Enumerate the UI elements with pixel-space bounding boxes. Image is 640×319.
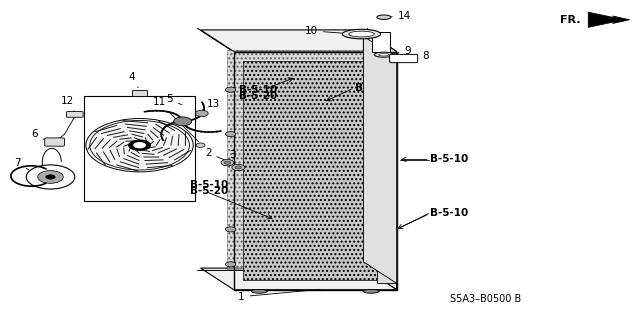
Circle shape — [224, 161, 230, 164]
FancyBboxPatch shape — [67, 112, 83, 117]
Circle shape — [173, 117, 191, 126]
Text: 3: 3 — [229, 150, 238, 167]
Circle shape — [235, 166, 241, 169]
Text: B-5-10: B-5-10 — [430, 209, 468, 219]
Circle shape — [225, 87, 236, 92]
Text: 4: 4 — [128, 72, 138, 88]
Ellipse shape — [349, 31, 374, 37]
Polygon shape — [364, 36, 397, 283]
Text: 1: 1 — [238, 289, 321, 302]
Text: 13: 13 — [202, 99, 220, 110]
FancyBboxPatch shape — [390, 54, 418, 63]
FancyBboxPatch shape — [45, 138, 65, 146]
Text: B-5-20: B-5-20 — [189, 186, 228, 196]
Text: B-5-20: B-5-20 — [239, 91, 277, 101]
Ellipse shape — [374, 52, 394, 57]
Text: B-5-10: B-5-10 — [430, 154, 468, 165]
Text: 14: 14 — [388, 11, 411, 21]
Text: 6: 6 — [31, 129, 44, 140]
Text: 9: 9 — [392, 46, 411, 56]
Ellipse shape — [377, 15, 391, 19]
Polygon shape — [243, 61, 387, 280]
Polygon shape — [372, 33, 390, 51]
Ellipse shape — [379, 53, 389, 56]
Text: B-5-10: B-5-10 — [355, 83, 394, 93]
Text: FR.: FR. — [560, 15, 580, 25]
Polygon shape — [200, 30, 397, 51]
Ellipse shape — [342, 29, 381, 39]
Text: 2: 2 — [205, 148, 225, 160]
Circle shape — [225, 227, 236, 232]
Text: 12: 12 — [61, 95, 75, 112]
Circle shape — [196, 143, 205, 147]
Ellipse shape — [252, 289, 268, 293]
Circle shape — [232, 164, 244, 171]
Polygon shape — [588, 12, 630, 27]
Circle shape — [133, 142, 146, 148]
Bar — [84, 96, 195, 201]
Text: B-5-10: B-5-10 — [189, 180, 228, 190]
Polygon shape — [227, 50, 371, 269]
Circle shape — [221, 160, 234, 166]
Circle shape — [26, 165, 75, 189]
Polygon shape — [378, 58, 397, 283]
Text: S5A3–B0500 B: S5A3–B0500 B — [451, 293, 522, 304]
Circle shape — [90, 121, 189, 170]
Circle shape — [225, 262, 236, 267]
Polygon shape — [200, 268, 397, 290]
Ellipse shape — [363, 289, 379, 293]
Circle shape — [195, 110, 208, 117]
Circle shape — [45, 174, 56, 180]
Circle shape — [38, 171, 63, 183]
Text: 11: 11 — [152, 97, 198, 142]
Text: 5: 5 — [166, 94, 182, 105]
Bar — [132, 90, 147, 96]
Text: B-5-10: B-5-10 — [239, 85, 277, 95]
Circle shape — [225, 131, 236, 137]
Text: 7: 7 — [15, 158, 29, 170]
Polygon shape — [364, 30, 397, 290]
Text: 8: 8 — [415, 51, 429, 61]
Text: 10: 10 — [305, 26, 353, 36]
Circle shape — [128, 139, 151, 151]
